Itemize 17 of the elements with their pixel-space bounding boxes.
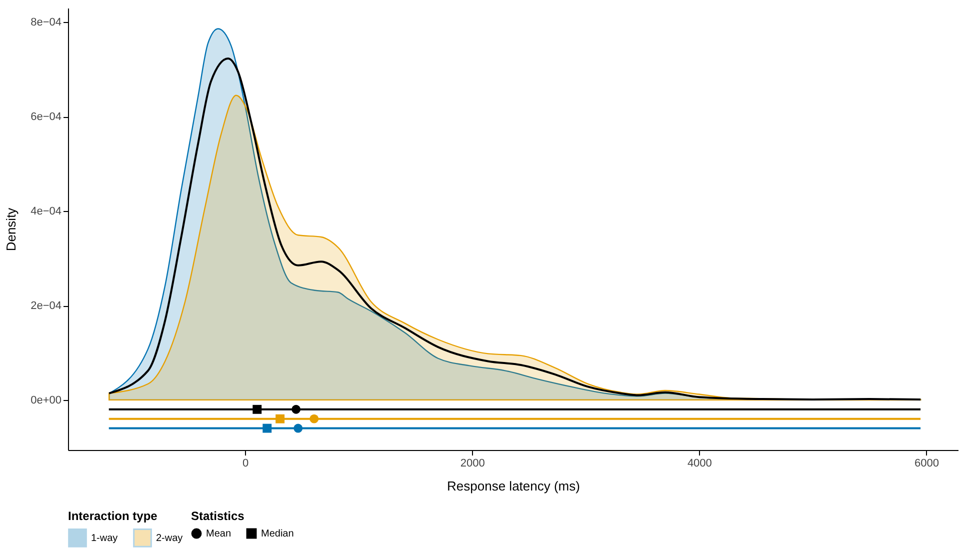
x-tick-label: 6000 [914, 458, 939, 470]
text: Interaction type [68, 509, 158, 523]
x-tick-label: 0 [242, 458, 249, 470]
y-tick-label: 4e−04 [30, 206, 62, 218]
y-tick-label: 8e−04 [30, 16, 62, 29]
legend-label: 2-way [156, 532, 183, 544]
y-tick-label: 2e−04 [30, 300, 62, 312]
x-axis-title: Response latency (ms) [447, 478, 580, 494]
x-tick-label: 4000 [687, 458, 712, 470]
y-tick-label: 6e−04 [30, 111, 62, 124]
x-tick-label: 2000 [460, 458, 485, 470]
text: Statistics [191, 509, 244, 523]
legend-label: 1-way [91, 532, 118, 544]
y-tick-label: 0e+00 [30, 394, 62, 406]
y-axis-title: Density [4, 207, 19, 252]
legend-label: Mean [206, 528, 232, 540]
legend-label: Median [261, 528, 294, 540]
